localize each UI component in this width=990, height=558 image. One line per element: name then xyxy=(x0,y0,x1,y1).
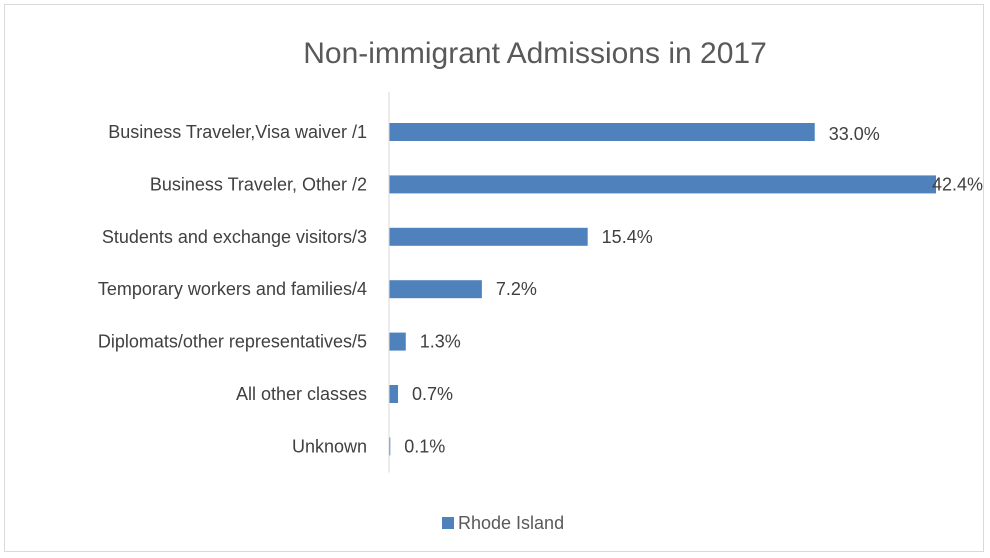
bar xyxy=(389,123,815,141)
bar xyxy=(389,437,391,456)
chart-frame xyxy=(4,4,984,552)
chart-title: Non-immigrant Admissions in 2017 xyxy=(303,37,767,70)
category-label: Unknown xyxy=(292,436,367,456)
data-label: 33.0% xyxy=(829,124,880,144)
bar xyxy=(389,280,482,299)
legend-label: Rhode Island xyxy=(458,513,564,533)
category-label: Temporary workers and families/4 xyxy=(98,279,367,299)
data-label: 7.2% xyxy=(496,279,537,299)
data-label: 0.7% xyxy=(412,384,453,404)
legend-swatch xyxy=(442,517,454,529)
category-label: Business Traveler, Other /2 xyxy=(150,174,367,194)
legend: Rhode Island xyxy=(442,513,564,533)
category-label: Diplomats/other representatives/5 xyxy=(98,332,367,352)
bar xyxy=(389,227,588,246)
bar xyxy=(389,332,406,351)
bars-layer: Business Traveler,Visa waiver /1 33.0% Bus… xyxy=(98,122,983,456)
data-label: 1.3% xyxy=(420,332,461,352)
category-label: All other classes xyxy=(236,384,367,404)
data-label: 0.1% xyxy=(404,436,445,456)
category-label: Students and exchange visitors/3 xyxy=(102,227,367,247)
bar xyxy=(389,385,399,403)
data-label: 15.4% xyxy=(602,227,653,247)
data-label: 42.4% xyxy=(932,174,983,194)
category-label: Business Traveler,Visa waiver /1 xyxy=(108,122,367,142)
bar xyxy=(389,175,936,194)
